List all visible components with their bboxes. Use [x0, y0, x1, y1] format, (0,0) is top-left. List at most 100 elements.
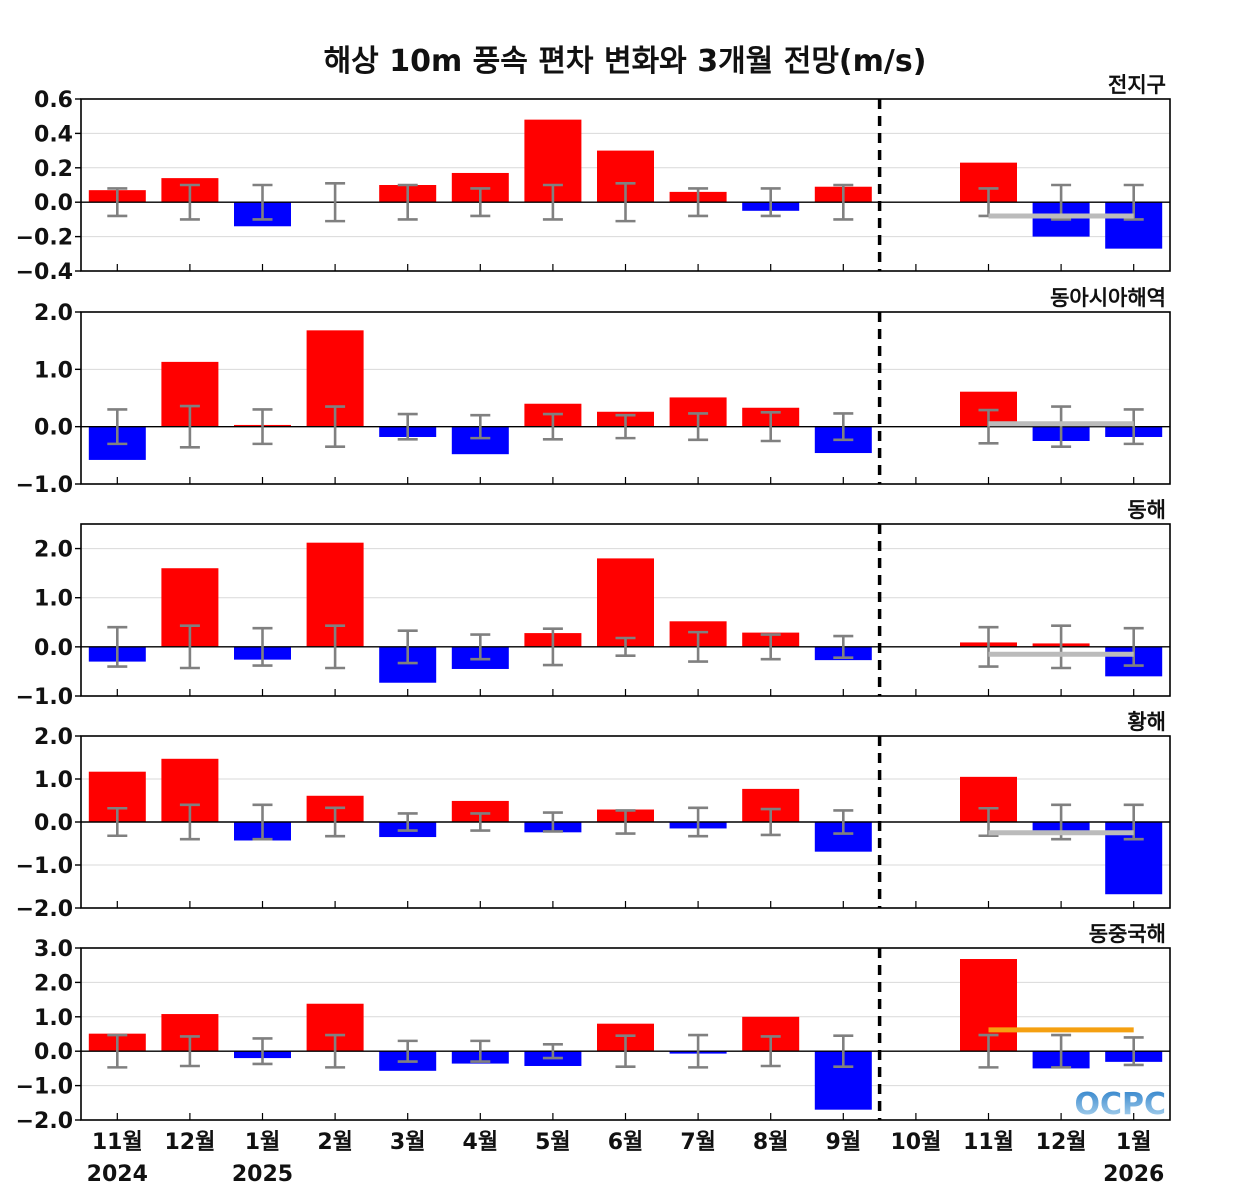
error-bar — [978, 625, 999, 668]
error-bar — [252, 1037, 273, 1066]
error-bar — [760, 807, 781, 837]
error-bar — [179, 404, 200, 449]
error-bar — [179, 624, 200, 670]
error-bar — [833, 412, 854, 442]
x-axis-labels: 11월 12월 1월 2월 3월 4월 5월 6월 7월 8월 9월 10월 11월 12월 1월 2024 2… — [87, 1130, 1165, 1187]
error-bar — [615, 636, 636, 658]
x-tick-label: 7월 — [680, 1130, 716, 1155]
error-bar — [107, 1033, 128, 1069]
y-tick-label: 0.0 — [34, 811, 73, 836]
panel-1: −0.4 −0.2 0.0 0.2 0.4 0.6 전지구 — [16, 73, 1171, 285]
y-tick-label: 1.0 — [34, 358, 73, 383]
y-tick-label: 0.0 — [34, 636, 73, 661]
error-bar — [325, 1033, 346, 1069]
error-bar — [833, 809, 854, 835]
error-bar — [397, 1039, 418, 1063]
y-tick-label: −1.0 — [16, 854, 73, 879]
error-bar — [615, 413, 636, 440]
error-bar — [760, 411, 781, 443]
y-tick-label: 1.0 — [34, 1006, 73, 1031]
error-bar — [470, 812, 491, 832]
error-bar — [833, 183, 854, 221]
panel-label: 황해 — [1127, 710, 1166, 734]
error-bar — [1123, 626, 1144, 667]
error-bar — [397, 629, 418, 665]
bar — [597, 558, 654, 647]
error-bar — [688, 412, 709, 442]
error-bar — [1051, 624, 1072, 670]
error-bar — [397, 183, 418, 221]
x-tick-label: 10월 — [890, 1130, 941, 1155]
error-bar — [978, 1033, 999, 1069]
y-tick-label: 2.0 — [34, 971, 73, 996]
panel-frame — [80, 523, 1171, 697]
y-tick-label: 0.0 — [34, 416, 73, 441]
x-tick-label: 8월 — [753, 1130, 789, 1155]
error-bar — [760, 1035, 781, 1068]
error-bar — [252, 183, 273, 221]
panel-5: −2.0 −1.0 0.0 1.0 2.0 3.0 동중국해 — [16, 922, 1171, 1134]
error-bar — [252, 803, 273, 841]
y-tick-label: −1.0 — [16, 685, 73, 710]
year-label: 2026 — [1103, 1162, 1164, 1187]
error-bar — [107, 625, 128, 668]
error-bar — [1123, 1036, 1144, 1067]
error-bar — [470, 1039, 491, 1063]
x-tick-label: 6월 — [608, 1130, 644, 1155]
error-bar — [179, 803, 200, 841]
x-tick-label: 2월 — [317, 1130, 353, 1155]
error-bar — [397, 812, 418, 832]
y-tick-label: 2.0 — [34, 301, 73, 326]
error-bar — [470, 413, 491, 440]
y-tick-label: −0.4 — [16, 260, 73, 285]
error-bar — [325, 624, 346, 670]
error-bar — [978, 408, 999, 445]
error-bar — [688, 1033, 709, 1069]
chart-title: 해상 10m 풍속 편차 변화와 3개월 전망(m/s) — [323, 44, 927, 79]
error-bar — [325, 806, 346, 838]
error-bar — [252, 408, 273, 446]
y-tick-label: 2.0 — [34, 725, 73, 750]
error-bar — [688, 806, 709, 838]
x-tick-label: 12월 — [164, 1130, 215, 1155]
error-bar — [542, 183, 563, 221]
error-bar — [615, 1034, 636, 1068]
y-tick-label: 0.0 — [34, 191, 73, 216]
y-tick-label: −0.2 — [16, 226, 73, 251]
x-tick-label: 1월 — [245, 1130, 281, 1155]
panel-3: −1.0 0.0 1.0 2.0 동해 — [16, 498, 1171, 710]
error-bar — [252, 626, 273, 667]
panel-4: −2.0 −1.0 0.0 1.0 2.0 황해 — [16, 710, 1171, 922]
panel-frame — [80, 311, 1171, 485]
error-bar — [470, 187, 491, 218]
error-bar — [1123, 408, 1144, 446]
y-tick-label: −2.0 — [16, 1109, 73, 1134]
y-tick-label: 0.4 — [34, 122, 73, 147]
year-label: 2024 — [87, 1162, 148, 1187]
y-tick-label: 1.0 — [34, 768, 73, 793]
panel-label: 동아시아해역 — [1050, 286, 1166, 310]
panel-frame — [80, 947, 1171, 1121]
y-tick-label: 1.0 — [34, 587, 73, 612]
panel-label: 동중국해 — [1089, 922, 1166, 946]
x-tick-label: 11월 — [92, 1130, 143, 1155]
error-bar — [833, 1034, 854, 1068]
y-tick-label: −1.0 — [16, 473, 73, 498]
x-tick-label: 1월 — [1116, 1130, 1152, 1155]
error-bar — [107, 806, 128, 838]
panel-frame — [80, 98, 1171, 272]
y-tick-label: 3.0 — [34, 937, 73, 962]
error-bar — [325, 181, 346, 223]
error-bar — [107, 408, 128, 446]
ocpc-logo: OCPC — [1074, 1087, 1166, 1122]
error-bar — [397, 412, 418, 441]
x-tick-label: 9월 — [826, 1130, 862, 1155]
x-tick-label: 12월 — [1036, 1130, 1087, 1155]
error-bar — [1051, 405, 1072, 449]
error-bar — [325, 405, 346, 449]
error-bar — [179, 183, 200, 221]
y-tick-label: 2.0 — [34, 538, 73, 563]
error-bar — [760, 633, 781, 661]
error-bar — [542, 627, 563, 667]
